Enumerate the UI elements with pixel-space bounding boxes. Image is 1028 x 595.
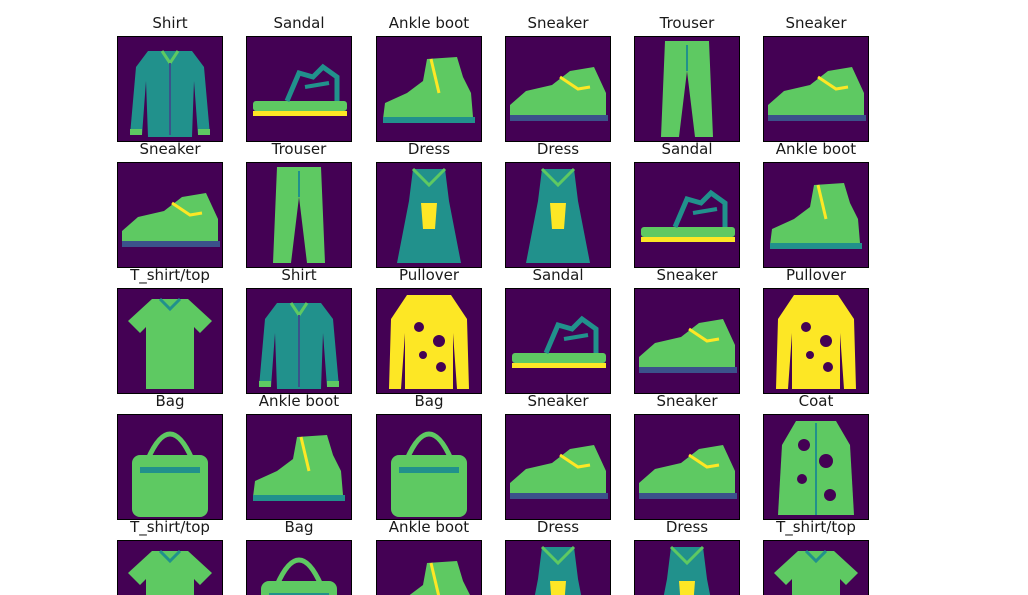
image-tile: T_shirt/top [117, 518, 223, 595]
sneaker-icon [763, 36, 869, 142]
image-tile: Shirt [117, 14, 223, 142]
image-label: Trouser [271, 140, 327, 158]
bag-icon [246, 540, 352, 595]
image-tile: Sneaker [117, 140, 223, 268]
image-tile: Dress [505, 140, 611, 268]
image-tile: Dress [376, 140, 482, 268]
trouser-icon [634, 36, 740, 142]
image-label: Ankle boot [388, 518, 470, 536]
sneaker-icon [505, 36, 611, 142]
shirt-icon [117, 36, 223, 142]
image-label: Dress [536, 518, 580, 536]
sandal-icon [246, 36, 352, 142]
image-label: Dress [665, 518, 709, 536]
dress-icon [376, 162, 482, 268]
image-label: Sandal [532, 266, 584, 284]
image-tile: Sneaker [505, 392, 611, 520]
image-tile: Dress [505, 518, 611, 595]
sneaker-icon [117, 162, 223, 268]
image-tile: Sneaker [763, 14, 869, 142]
image-tile: Ankle boot [376, 518, 482, 595]
image-tile: Shirt [246, 266, 352, 394]
image-label: Bag [155, 392, 185, 410]
image-label: Ankle boot [775, 140, 857, 158]
ankle-boot-icon [376, 36, 482, 142]
image-tile: Sneaker [634, 266, 740, 394]
pullover-icon [376, 288, 482, 394]
image-tile: Coat [763, 392, 869, 520]
tshirt-icon [117, 540, 223, 595]
image-label: Shirt [152, 14, 188, 32]
image-tile: Trouser [246, 140, 352, 268]
image-tile: T_shirt/top [117, 266, 223, 394]
image-label: T_shirt/top [776, 518, 856, 536]
image-label: Sneaker [527, 392, 589, 410]
image-label: Trouser [659, 14, 715, 32]
image-tile: Ankle boot [763, 140, 869, 268]
trouser-icon [246, 162, 352, 268]
coat-icon [763, 414, 869, 520]
image-label: Ankle boot [388, 14, 470, 32]
image-label: Ankle boot [258, 392, 340, 410]
image-label: Bag [284, 518, 314, 536]
image-label: Sandal [273, 14, 325, 32]
image-tile: Ankle boot [376, 14, 482, 142]
image-tile: Ankle boot [246, 392, 352, 520]
ankle-boot-icon [376, 540, 482, 595]
bag-icon [117, 414, 223, 520]
ankle-boot-icon [763, 162, 869, 268]
image-label: Pullover [398, 266, 460, 284]
image-label: Dress [407, 140, 451, 158]
pullover-icon [763, 288, 869, 394]
image-label: Shirt [281, 266, 317, 284]
image-label: Bag [414, 392, 444, 410]
image-tile: Bag [246, 518, 352, 595]
sneaker-icon [634, 288, 740, 394]
image-tile: Sneaker [634, 392, 740, 520]
image-label: Sneaker [785, 14, 847, 32]
image-tile: Sandal [246, 14, 352, 142]
tshirt-icon [117, 288, 223, 394]
image-label: Sneaker [656, 392, 718, 410]
dress-icon [634, 540, 740, 595]
image-label: Sneaker [139, 140, 201, 158]
image-label: Coat [798, 392, 834, 410]
dress-icon [505, 540, 611, 595]
ankle-boot-icon [246, 414, 352, 520]
image-tile: Bag [117, 392, 223, 520]
image-tile: Trouser [634, 14, 740, 142]
image-tile: Sandal [505, 266, 611, 394]
image-tile: Dress [634, 518, 740, 595]
image-tile: Bag [376, 392, 482, 520]
image-tile: Sandal [634, 140, 740, 268]
image-label: T_shirt/top [130, 518, 210, 536]
image-label: Pullover [785, 266, 847, 284]
sneaker-icon [505, 414, 611, 520]
image-label: T_shirt/top [130, 266, 210, 284]
image-tile: Pullover [376, 266, 482, 394]
image-label: Sneaker [656, 266, 718, 284]
bag-icon [376, 414, 482, 520]
tshirt-icon [763, 540, 869, 595]
image-tile: T_shirt/top [763, 518, 869, 595]
dress-icon [505, 162, 611, 268]
image-label: Dress [536, 140, 580, 158]
image-label: Sandal [661, 140, 713, 158]
sandal-icon [505, 288, 611, 394]
sandal-icon [634, 162, 740, 268]
sneaker-icon [634, 414, 740, 520]
shirt-icon [246, 288, 352, 394]
image-tile: Pullover [763, 266, 869, 394]
image-tile: Sneaker [505, 14, 611, 142]
image-label: Sneaker [527, 14, 589, 32]
